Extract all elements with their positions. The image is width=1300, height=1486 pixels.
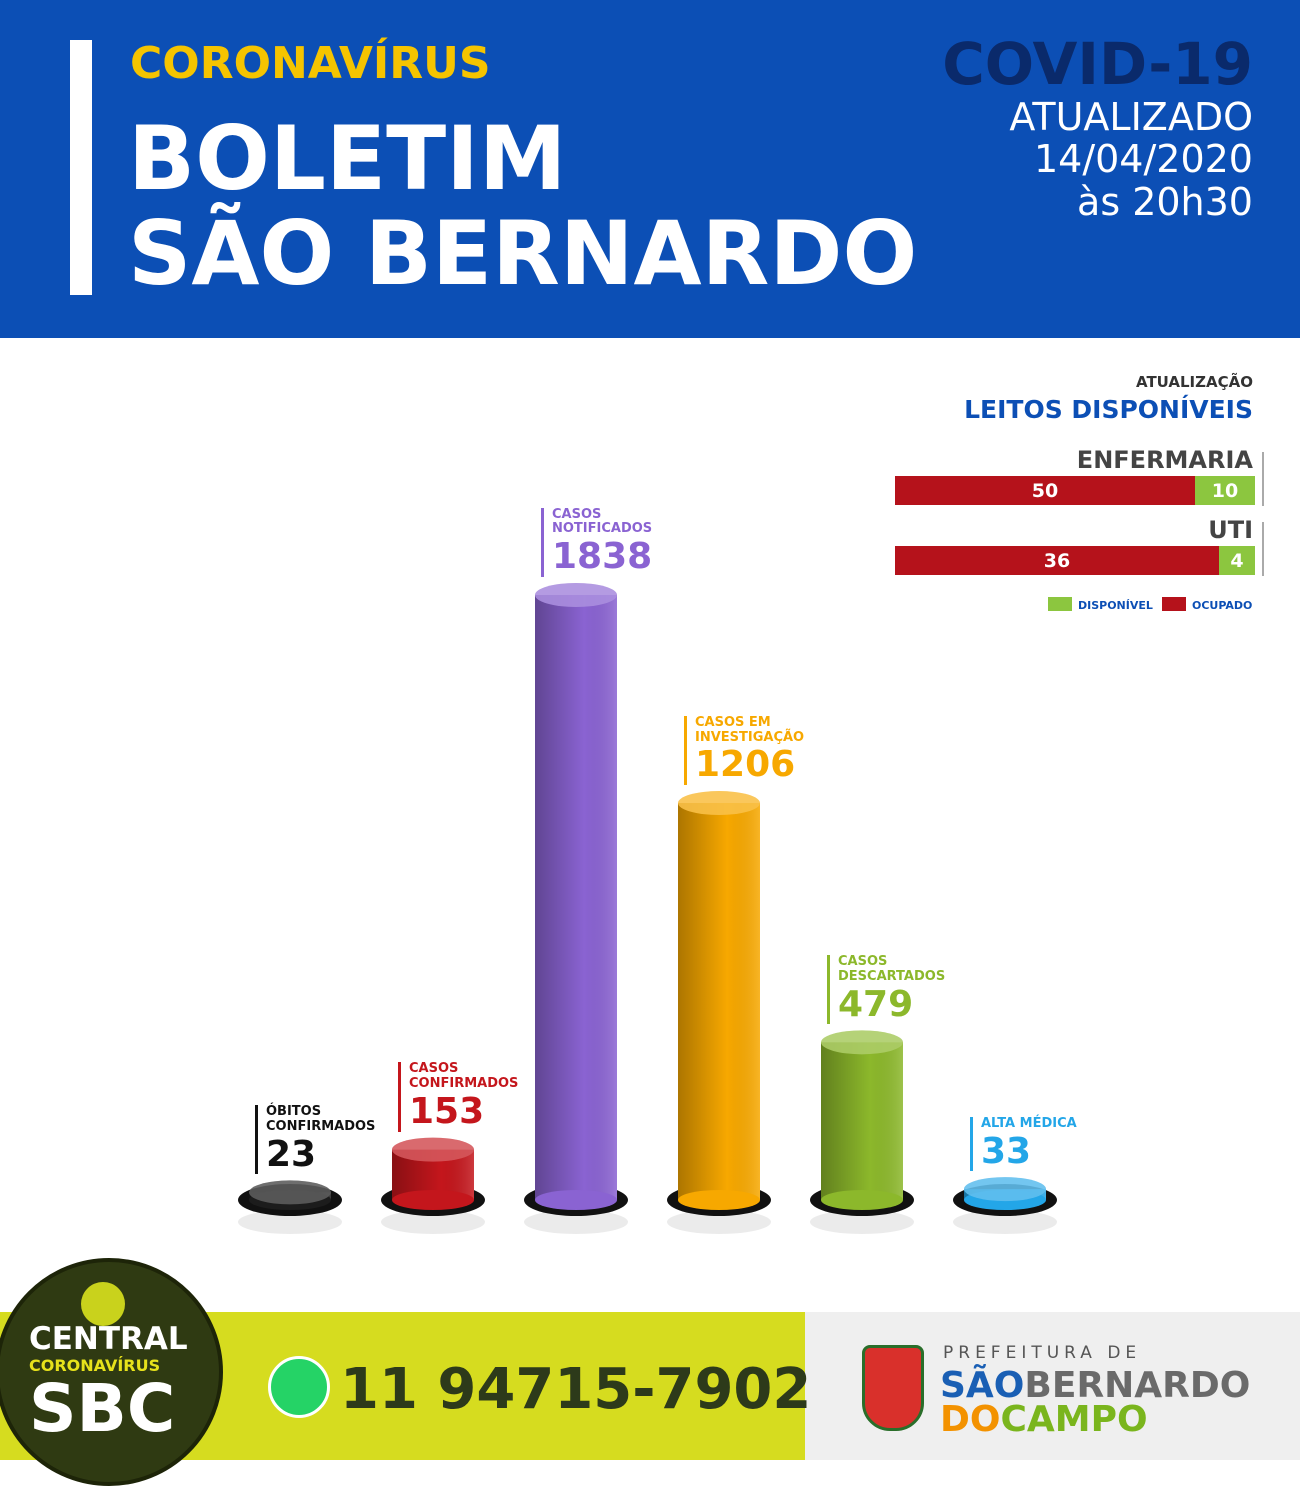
segment-label: 50	[1032, 480, 1058, 502]
bar-top	[249, 1180, 331, 1205]
bar-label: ÓBITOS CONFIRMADOS 23	[255, 1103, 396, 1175]
city-prefix: PREFEITURA DE	[943, 1343, 1142, 1363]
category-label: ÓBITOS CONFIRMADOS	[266, 1103, 376, 1134]
crest	[862, 1345, 924, 1431]
bar-top-light	[964, 1177, 1046, 1202]
legend-label: DISPONÍVEL	[1078, 599, 1153, 612]
bar-label: CASOS NOTIFICADOS 1838	[541, 506, 682, 578]
bed-segment	[895, 546, 1219, 575]
value-label: 1206	[695, 744, 796, 786]
segment-label: 36	[1044, 550, 1070, 572]
category-label: CASOS EM INVESTIGAÇÃO	[695, 714, 805, 745]
bar-shade	[821, 1042, 903, 1200]
shadow	[381, 1210, 485, 1234]
value-label: 153	[409, 1091, 485, 1133]
bar-label: CASOS DESCARTADOS 479	[827, 953, 968, 1025]
legend-label: OCUPADO	[1192, 599, 1252, 612]
header: CORONAVÍRUS BOLETIM SÃO BERNARDO COVID-1…	[0, 0, 1300, 338]
logo-text: SBC	[29, 1370, 176, 1447]
category-label: ALTA MÉDICA	[981, 1115, 1077, 1131]
updated: ATUALIZADO	[1009, 95, 1253, 139]
beds-title: LEITOS DISPONÍVEIS	[964, 395, 1253, 424]
city-name: DOCAMPO	[940, 1402, 1148, 1438]
logo-text: CENTRAL	[29, 1321, 188, 1357]
logo: CENTRAL CORONAVÍRUS SBC	[0, 1258, 223, 1486]
shadow	[238, 1210, 342, 1234]
row-label: UTI	[1208, 516, 1253, 544]
category-label: CASOS CONFIRMADOS	[409, 1061, 519, 1092]
bed-segment	[1195, 476, 1255, 505]
city-part: SÃO	[940, 1365, 1025, 1406]
category-label: CASOS DESCARTADOS	[838, 953, 946, 984]
city-part: BERNARDO	[1024, 1365, 1251, 1406]
value-label: 33	[981, 1130, 1032, 1172]
legend-swatch	[1048, 597, 1072, 611]
bar-top-light	[535, 583, 617, 607]
phone: 11 94715-7902	[340, 1357, 812, 1422]
bar-shade	[678, 803, 760, 1200]
bar-top-light	[678, 791, 760, 816]
date: 14/04/2020	[1033, 137, 1253, 181]
logo-virus	[81, 1282, 125, 1326]
bar-label: CASOS EM INVESTIGAÇÃO 1206	[684, 714, 825, 786]
bar-bottom	[821, 1190, 903, 1210]
row-label: ENFERMARIA	[1076, 446, 1253, 474]
shadow	[667, 1210, 771, 1234]
bar-bottom	[678, 1190, 760, 1210]
segment-label: 10	[1212, 480, 1238, 502]
value-label: 23	[266, 1133, 317, 1175]
bar-top	[535, 583, 617, 607]
kicker: CORONAVÍRUS	[130, 38, 491, 89]
bar-top	[392, 1137, 474, 1162]
title: BOLETIM	[128, 107, 567, 210]
category-label: CASOS NOTIFICADOS	[552, 506, 653, 537]
bar-label: ALTA MÉDICA 33	[970, 1115, 1111, 1172]
badge: COVID-19	[942, 30, 1253, 98]
title: SÃO BERNARDO	[128, 202, 918, 305]
bar-shade	[535, 595, 617, 1200]
bar-top	[821, 1030, 903, 1055]
bed-segment	[895, 476, 1195, 505]
bar-top-light	[249, 1180, 331, 1205]
bar-label: CASOS CONFIRMADOS 153	[398, 1061, 539, 1133]
city-part: CAMPO	[1000, 1399, 1148, 1440]
city-part: DO	[940, 1399, 1001, 1440]
bar-top	[964, 1177, 1046, 1202]
bar-top	[678, 791, 760, 816]
header-rule	[70, 40, 92, 295]
city-name: SÃOBERNARDO	[940, 1368, 1250, 1404]
bar-top-light	[821, 1030, 903, 1055]
value-label: 479	[838, 983, 914, 1025]
bar-bottom	[392, 1190, 474, 1210]
time: às 20h30	[1077, 180, 1253, 224]
value-label: 1838	[552, 536, 653, 578]
bar-top-light	[392, 1137, 474, 1162]
shadow	[524, 1210, 628, 1234]
shadow	[953, 1210, 1057, 1234]
beds-subtitle: ATUALIZAÇÃO	[1136, 373, 1253, 391]
logo-text: CORONAVÍRUS	[29, 1356, 161, 1375]
whatsapp-icon	[268, 1356, 330, 1418]
legend-swatch	[1162, 597, 1186, 611]
bed-segment	[1219, 546, 1255, 575]
shadow	[810, 1210, 914, 1234]
segment-label: 4	[1230, 550, 1243, 572]
bar-bottom	[535, 1190, 617, 1210]
